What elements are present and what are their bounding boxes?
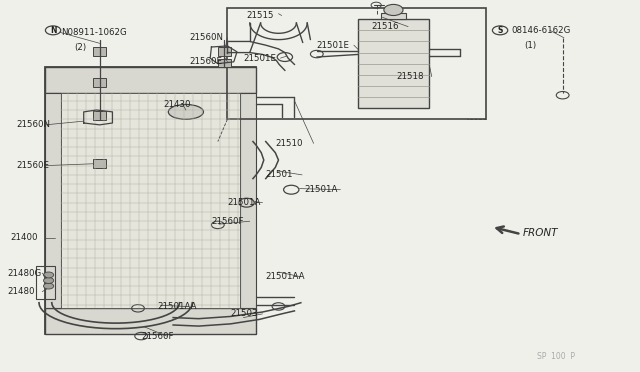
Text: 21501AA: 21501AA: [157, 302, 196, 311]
Bar: [45, 308, 256, 334]
Text: (1): (1): [524, 41, 536, 50]
Text: 21501: 21501: [266, 170, 293, 179]
Text: N08911-1062G: N08911-1062G: [61, 28, 127, 37]
Bar: [93, 47, 106, 56]
Text: 21501E: 21501E: [243, 54, 276, 62]
Text: SP  100  P: SP 100 P: [537, 352, 575, 361]
Bar: [93, 159, 106, 168]
Text: 21480: 21480: [7, 287, 35, 296]
Bar: [218, 58, 230, 67]
Text: 21501E: 21501E: [317, 41, 350, 50]
Text: 21518: 21518: [397, 72, 424, 81]
Text: 08146-6162G: 08146-6162G: [511, 26, 571, 35]
Circle shape: [44, 278, 54, 283]
Bar: [45, 93, 61, 308]
Text: 21501AA: 21501AA: [266, 272, 305, 281]
Bar: [61, 93, 240, 308]
Text: 21560F: 21560F: [141, 331, 173, 341]
Text: 21501A: 21501A: [304, 185, 337, 194]
Bar: [227, 8, 486, 119]
Text: 21560N: 21560N: [189, 33, 223, 42]
Text: 21501A: 21501A: [227, 198, 260, 207]
Bar: [358, 19, 429, 108]
Bar: [45, 67, 256, 93]
Circle shape: [44, 272, 54, 278]
Text: 21400: 21400: [10, 233, 38, 243]
Text: 21510: 21510: [275, 139, 303, 148]
Text: 21560E: 21560E: [17, 161, 50, 170]
Text: S: S: [497, 26, 503, 35]
Bar: [240, 93, 256, 308]
Circle shape: [384, 4, 403, 16]
Bar: [381, 13, 406, 19]
Ellipse shape: [168, 105, 204, 119]
Text: 21560F: 21560F: [211, 217, 244, 226]
Text: 21430: 21430: [164, 100, 191, 109]
Text: N: N: [50, 26, 56, 35]
Text: 21560E: 21560E: [189, 57, 222, 66]
Text: 21480G: 21480G: [7, 269, 42, 278]
Bar: [93, 111, 106, 120]
Bar: [45, 67, 256, 334]
Circle shape: [44, 283, 54, 289]
Bar: [36, 266, 55, 299]
Text: 21516: 21516: [371, 22, 399, 31]
Text: FRONT: FRONT: [523, 228, 559, 238]
Bar: [218, 47, 230, 56]
Text: 21503: 21503: [230, 310, 258, 318]
Bar: [93, 78, 106, 87]
Text: 21515: 21515: [246, 11, 274, 20]
Text: 21560N: 21560N: [17, 121, 51, 129]
Text: (2): (2): [74, 42, 86, 51]
